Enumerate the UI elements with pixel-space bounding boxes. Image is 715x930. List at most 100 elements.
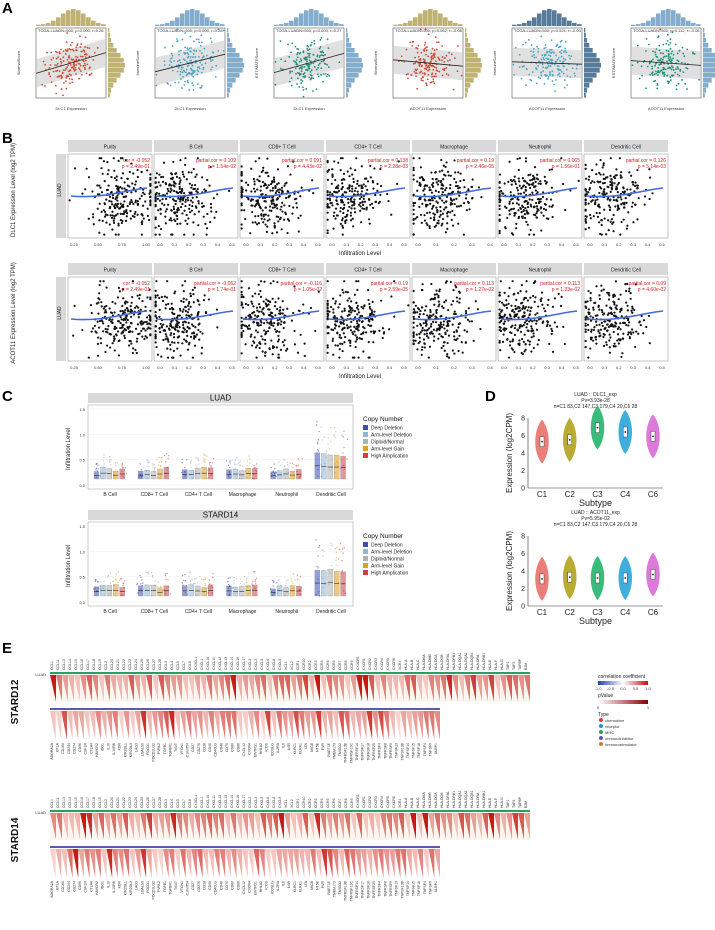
data-point xyxy=(594,301,597,304)
data-point xyxy=(52,57,55,59)
data-point xyxy=(258,157,261,160)
data-point xyxy=(272,280,275,283)
data-point xyxy=(120,176,123,180)
data-point xyxy=(254,221,257,224)
data-point xyxy=(182,331,185,334)
legend-swatch xyxy=(363,439,368,444)
data-point xyxy=(72,63,75,66)
data-point xyxy=(425,49,428,52)
data-point xyxy=(255,306,259,309)
data-point xyxy=(172,336,176,339)
data-point xyxy=(464,341,467,344)
data-point xyxy=(456,337,459,340)
data-point xyxy=(278,312,281,315)
data-point xyxy=(424,53,427,56)
data-point xyxy=(453,312,456,315)
data-point xyxy=(587,308,590,311)
data-point xyxy=(529,203,532,206)
data-point xyxy=(431,185,435,188)
data-point xyxy=(602,173,605,176)
data-point xyxy=(296,351,300,354)
data-point xyxy=(573,72,576,75)
data-point xyxy=(369,307,372,310)
data-point xyxy=(277,353,280,356)
x-axis-label: DLC1 Expression xyxy=(55,106,86,111)
data-point xyxy=(254,292,257,295)
data-point xyxy=(337,184,340,187)
data-point xyxy=(180,299,183,303)
data-point xyxy=(46,51,48,54)
data-point xyxy=(193,49,195,52)
data-point xyxy=(260,321,263,324)
data-point xyxy=(676,59,679,62)
data-point xyxy=(98,231,101,234)
x-tick-label: 0.0 xyxy=(587,242,593,247)
data-point xyxy=(277,322,280,325)
data-point xyxy=(240,191,243,194)
data-point xyxy=(442,320,445,323)
data-point xyxy=(82,60,85,63)
data-point xyxy=(343,309,346,312)
data-point xyxy=(82,49,85,51)
regression-line xyxy=(154,53,226,73)
data-point xyxy=(58,70,61,72)
gene-y-axis-label: ACOT11 Expression Level (log2 TPM) xyxy=(11,262,17,363)
data-point xyxy=(447,356,450,359)
data-point xyxy=(174,290,177,293)
data-point xyxy=(642,332,645,335)
correlation-value: partial.cor = -0.116 xyxy=(281,281,323,287)
data-point xyxy=(96,184,99,187)
data-point xyxy=(270,202,274,205)
data-point xyxy=(439,315,442,318)
data-point xyxy=(498,198,501,201)
facet-header xyxy=(498,263,582,275)
data-point xyxy=(349,214,352,217)
jitter-point xyxy=(102,460,105,462)
data-point xyxy=(611,222,614,225)
data-point xyxy=(271,297,274,300)
data-point xyxy=(347,326,350,329)
data-point xyxy=(57,56,59,59)
data-point xyxy=(98,319,102,323)
data-point xyxy=(433,213,436,216)
data-point xyxy=(359,315,362,318)
data-point xyxy=(670,74,673,77)
x-tick-label: Dendritic Cell xyxy=(316,492,346,498)
data-point xyxy=(595,211,598,215)
data-point xyxy=(535,212,538,215)
data-point xyxy=(556,65,559,67)
data-point xyxy=(543,83,546,85)
data-point xyxy=(418,183,421,187)
data-point xyxy=(309,73,312,76)
data-point xyxy=(199,44,202,47)
data-point xyxy=(536,312,539,315)
data-point xyxy=(129,308,133,311)
data-point xyxy=(313,66,316,68)
data-point xyxy=(117,159,120,162)
data-point xyxy=(512,63,515,66)
data-point xyxy=(131,330,134,333)
data-point xyxy=(182,191,186,195)
data-point xyxy=(149,296,152,299)
data-point xyxy=(518,326,521,330)
data-point xyxy=(60,88,63,90)
data-point xyxy=(263,218,266,221)
data-point xyxy=(283,339,286,342)
data-point xyxy=(529,228,532,232)
data-point xyxy=(131,295,134,299)
data-point xyxy=(669,41,672,44)
jitter-point xyxy=(112,580,114,582)
data-point xyxy=(524,348,527,351)
data-point xyxy=(429,202,432,205)
data-point xyxy=(352,180,355,184)
data-point xyxy=(111,300,114,304)
data-point xyxy=(433,197,436,200)
correlation-value: partial.cor = 0.138 xyxy=(368,158,408,164)
data-point xyxy=(292,206,295,209)
data-point xyxy=(170,332,173,335)
data-point xyxy=(149,202,152,206)
jitter-point xyxy=(293,463,295,466)
data-point xyxy=(176,38,178,40)
data-point xyxy=(250,333,253,336)
jitter-point xyxy=(323,436,325,438)
